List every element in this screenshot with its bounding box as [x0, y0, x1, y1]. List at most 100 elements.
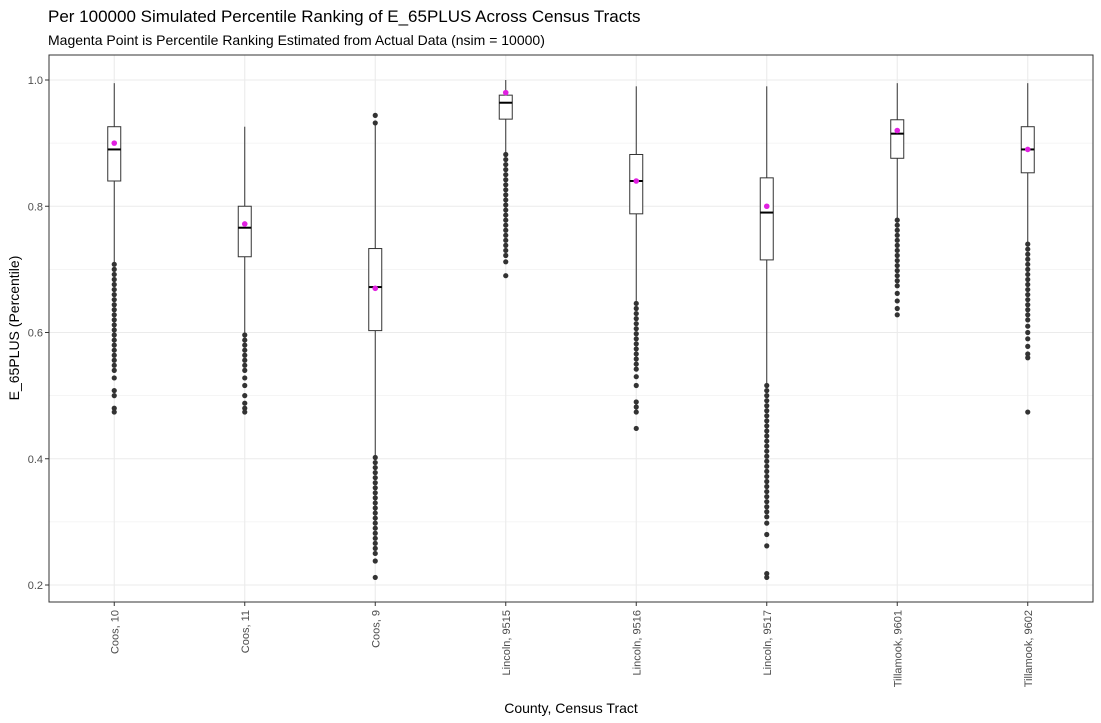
outlier-point [372, 530, 378, 536]
outlier-point [764, 398, 770, 404]
outlier-point [503, 232, 509, 238]
y-axis-title: E_65PLUS (Percentile) [6, 256, 22, 401]
y-tick-label: 0.8 [28, 201, 43, 213]
outlier-point [372, 515, 378, 521]
box-group [629, 86, 644, 432]
outlier-point [764, 494, 770, 500]
box-group [890, 83, 905, 318]
outlier-point [894, 305, 900, 312]
outlier-point [633, 425, 639, 432]
outlier-point [503, 247, 509, 254]
actual-point [111, 140, 118, 146]
box [890, 119, 905, 159]
actual-point [502, 89, 509, 96]
outlier-point [764, 504, 770, 510]
outlier-point [633, 351, 639, 357]
outlier-point [1025, 292, 1031, 298]
outlier-point [242, 409, 248, 415]
outlier-point [242, 357, 248, 363]
outlier-point [894, 237, 900, 243]
outlier-point [111, 307, 117, 313]
y-tick-label: 1.0 [28, 75, 43, 87]
outlier-point [764, 393, 770, 399]
outlier-point [111, 266, 117, 272]
outlier-point [1025, 323, 1031, 329]
outlier-point [764, 428, 770, 434]
outlier-point [894, 217, 900, 223]
box-layer [107, 80, 1035, 581]
outlier-point [633, 326, 639, 332]
box [759, 177, 774, 261]
x-tick-label: Tillamook, 9602 [1023, 610, 1035, 687]
outlier-point [111, 405, 117, 411]
outlier-point [372, 495, 378, 501]
outlier-point [111, 292, 117, 298]
outlier-point [764, 458, 770, 464]
outlier-point [503, 252, 509, 259]
outlier-point [1025, 286, 1031, 293]
outlier-point [503, 156, 509, 163]
x-tick-label: Coos, 11 [240, 610, 252, 653]
outlier-point [1025, 329, 1031, 336]
box-group [368, 112, 383, 581]
outlier-point [111, 332, 117, 338]
outlier-point [372, 464, 378, 471]
outlier-point [633, 366, 639, 372]
outlier-point [242, 352, 248, 358]
outlier-point [633, 382, 639, 389]
outlier-point [764, 468, 770, 474]
outlier-point [503, 273, 509, 279]
y-tick-label: 0.6 [28, 328, 43, 340]
outlier-point [764, 387, 770, 394]
outlier-point [894, 312, 900, 318]
x-axis: Coos, 10 Coos, 11 Coos, 9 Lincoln, 9515 Linc… [109, 602, 1035, 687]
outlier-point [633, 346, 639, 352]
outlier-point [372, 459, 378, 466]
outlier-point [372, 475, 378, 481]
x-tick-label: Coos, 9 [370, 610, 382, 648]
actual-point [894, 127, 901, 134]
outlier-point [764, 382, 770, 389]
outlier-point [1025, 241, 1031, 247]
outlier-point [1025, 317, 1031, 323]
outlier-point [764, 531, 770, 538]
outlier-point [242, 337, 248, 343]
outlier-point [242, 375, 248, 381]
outlier-point [372, 558, 378, 564]
outlier-point [1025, 246, 1031, 252]
outlier-point [633, 331, 639, 337]
actual-point [633, 178, 640, 184]
outlier-point [503, 202, 509, 208]
outlier-point [111, 261, 117, 267]
outlier-point [1025, 271, 1031, 278]
outlier-point [372, 112, 378, 118]
outlier-point [764, 448, 770, 454]
outlier-point [764, 403, 770, 409]
box-group [1020, 83, 1035, 415]
panel-border [48, 54, 1094, 603]
outlier-point [242, 393, 248, 399]
y-tick-label: 0.4 [28, 454, 43, 466]
outlier-point [1025, 343, 1031, 349]
outlier-point [633, 310, 639, 317]
outlier-point [242, 400, 248, 406]
outlier-point [894, 273, 900, 279]
outlier-point [764, 443, 770, 449]
outlier-point [764, 463, 770, 469]
outlier-point [1025, 409, 1031, 415]
outlier-point [111, 357, 117, 363]
outlier-point [372, 550, 378, 557]
outlier-point [111, 347, 117, 353]
outlier-point [503, 217, 509, 223]
outlier-point [764, 488, 770, 495]
outlier-point [1025, 266, 1031, 272]
outlier-point [633, 404, 639, 410]
outlier-point [242, 362, 248, 368]
outlier-point [764, 514, 770, 520]
outlier-point [111, 286, 117, 293]
outlier-point [764, 574, 770, 581]
outlier-point [372, 120, 378, 126]
box [107, 126, 122, 182]
outlier-point [503, 242, 509, 248]
